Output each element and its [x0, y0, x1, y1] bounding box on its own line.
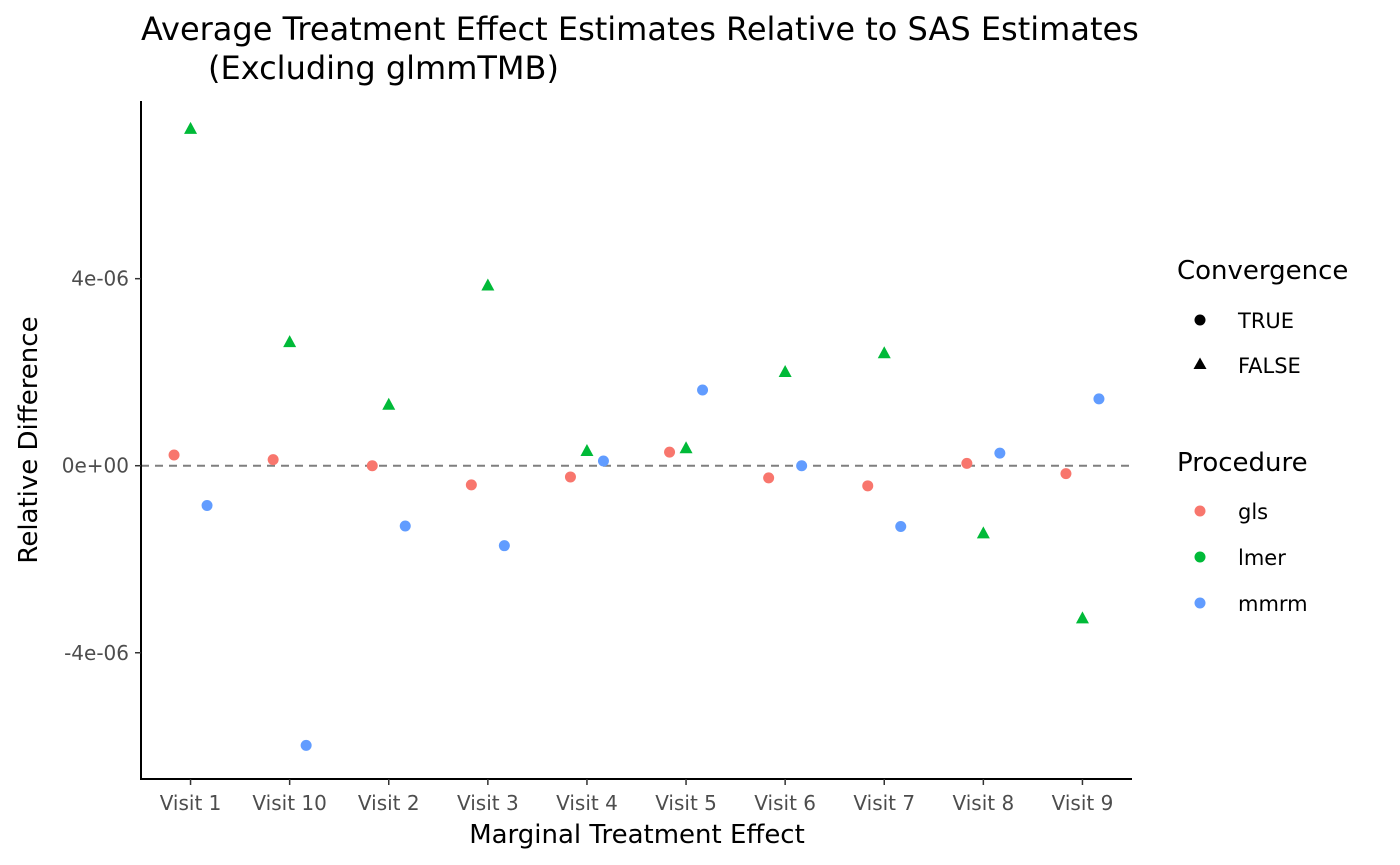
legend-gls-marker — [1194, 505, 1206, 517]
x-tick-label: Visit 7 — [853, 791, 915, 815]
legend-true-label: TRUE — [1237, 309, 1294, 333]
point-mmrm — [498, 540, 510, 552]
point-lmer — [184, 121, 198, 134]
point-gls — [564, 471, 576, 483]
legend-false-marker — [1193, 357, 1207, 369]
x-tick-label: Visit 1 — [160, 791, 222, 815]
x-tick-label: Visit 5 — [655, 791, 717, 815]
point-lmer — [1075, 611, 1089, 624]
point-lmer — [283, 335, 297, 348]
point-mmrm — [399, 520, 411, 532]
point-gls — [664, 446, 676, 458]
point-gls — [465, 479, 477, 491]
legend-mmrm-label: mmrm — [1238, 592, 1308, 616]
point-lmer — [877, 346, 891, 359]
x-tick-label: Visit 4 — [556, 791, 618, 815]
point-gls — [961, 457, 973, 469]
y-tick-label: 0e+00 — [62, 454, 129, 478]
x-tick-label: Visit 2 — [358, 791, 420, 815]
point-lmer — [778, 365, 792, 377]
y-axis-title: Relative Difference — [14, 316, 44, 563]
legend-true-marker — [1194, 314, 1206, 326]
legend-lmer-marker — [1194, 551, 1206, 563]
point-lmer — [481, 278, 495, 291]
point-gls — [1060, 468, 1072, 480]
x-axis-title: Marginal Treatment Effect — [469, 820, 805, 850]
legend-gls-label: gls — [1238, 500, 1268, 524]
chart-title-line1: Average Treatment Effect Estimates Relat… — [141, 10, 1139, 48]
point-lmer — [382, 397, 396, 410]
x-tick-label: Visit 6 — [754, 791, 816, 815]
legend-mmrm-marker — [1194, 597, 1206, 609]
point-gls — [168, 449, 180, 461]
legend-convergence-title: Convergence — [1177, 256, 1348, 286]
point-mmrm — [1093, 393, 1105, 405]
point-lmer — [580, 444, 594, 457]
point-gls — [763, 472, 775, 484]
x-tick-label: Visit 3 — [457, 791, 519, 815]
point-lmer — [976, 526, 990, 539]
legend-false-label: FALSE — [1238, 354, 1301, 378]
point-mmrm — [697, 384, 709, 396]
point-mmrm — [994, 447, 1006, 459]
x-tick-label: Visit 8 — [952, 791, 1014, 815]
y-tick-label: -4e-06 — [64, 641, 129, 665]
chart-title-line2: (Excluding glmmTMB) — [208, 49, 559, 87]
legend-procedure-title: Procedure — [1177, 448, 1308, 478]
point-gls — [862, 480, 874, 492]
point-lmer — [679, 441, 693, 454]
point-mmrm — [201, 499, 213, 511]
legend-lmer-label: lmer — [1238, 546, 1286, 570]
plot-area: 4e-06 0e+00 -4e-06 Visit 1 Visit 10 Visit 2 Vi… — [62, 101, 1132, 815]
point-gls — [366, 460, 378, 472]
point-gls — [267, 454, 279, 466]
y-tick-label: 4e-06 — [71, 267, 129, 291]
x-tick-label: Visit 9 — [1052, 791, 1114, 815]
point-mmrm — [300, 739, 312, 751]
point-mmrm — [597, 455, 609, 467]
point-mmrm — [796, 460, 808, 472]
point-mmrm — [895, 521, 907, 533]
x-tick-label: Visit 10 — [252, 791, 326, 815]
legend: Convergence TRUE FALSE Procedure gls lme… — [1177, 256, 1348, 616]
